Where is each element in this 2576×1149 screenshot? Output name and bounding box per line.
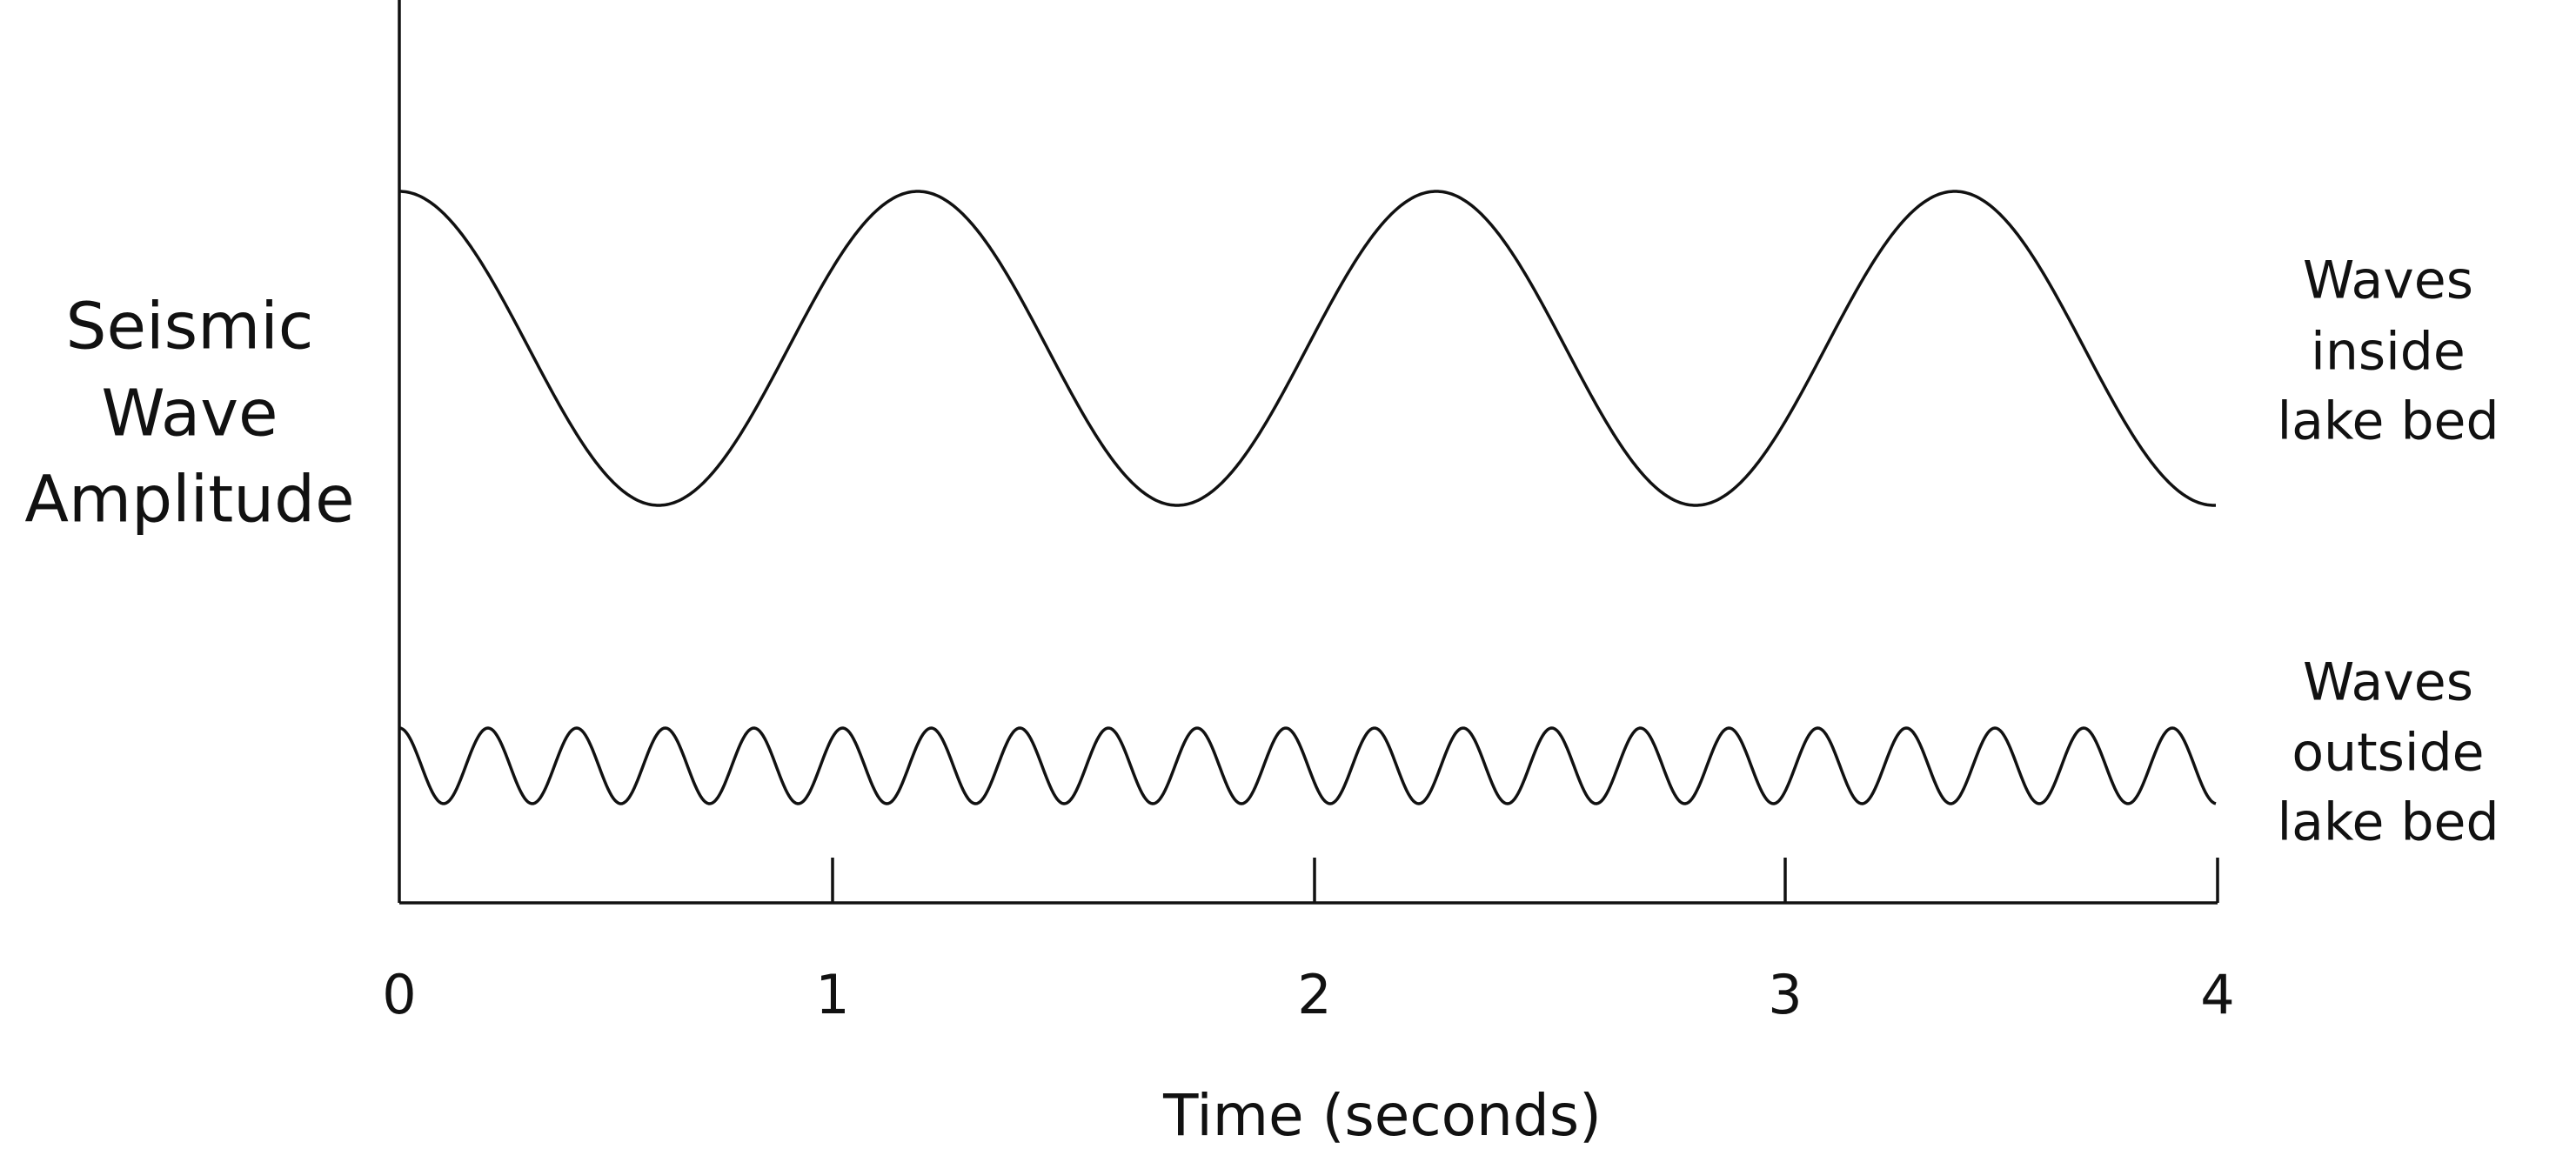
x-tick-label: 4 bbox=[2200, 963, 2234, 1026]
wave-inside bbox=[399, 190, 2216, 507]
wave-outside bbox=[398, 726, 2217, 805]
x-tick-label: 1 bbox=[815, 963, 849, 1026]
y-axis-label: Amplitude bbox=[24, 463, 354, 538]
x-axis-label: Time (seconds) bbox=[1162, 1082, 1602, 1149]
y-axis-label: Wave bbox=[101, 377, 278, 451]
x-tick-label: 2 bbox=[1297, 963, 1331, 1026]
wave-label: lake bed bbox=[2277, 391, 2499, 452]
wave-label: inside bbox=[2311, 322, 2466, 383]
wave-label: outside bbox=[2292, 723, 2484, 784]
wave-label: Waves bbox=[2303, 652, 2473, 713]
y-axis-label: Seismic bbox=[66, 290, 314, 364]
x-tick-label: 3 bbox=[1768, 963, 1802, 1026]
wave-label: Waves bbox=[2303, 251, 2473, 311]
x-tick-label: 0 bbox=[382, 963, 416, 1026]
wave-label: lake bed bbox=[2277, 792, 2499, 853]
labels: Seismic Wave Amplitude 0 1 2 3 4 Time (seconds) W… bbox=[24, 251, 2499, 1149]
